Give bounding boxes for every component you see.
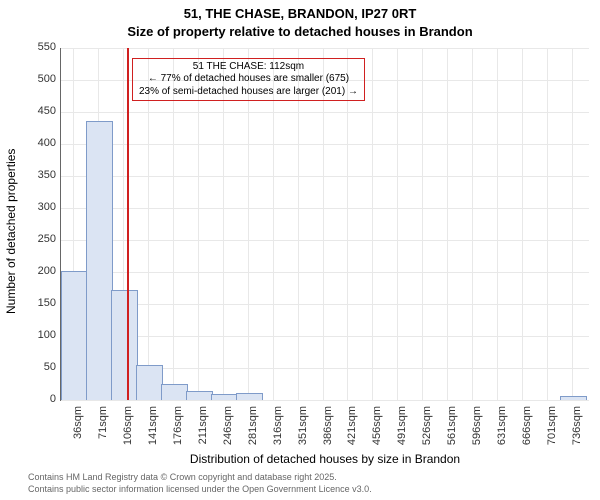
x-tick-label: 316sqm [272,406,284,446]
annotation-line: 51 THE CHASE: 112sqm [139,61,358,74]
grid-line-v [497,48,498,400]
histogram-bar [211,394,238,400]
x-tick-label: 141sqm [147,406,159,446]
y-axis-label: Number of detached properties [4,149,18,314]
y-tick-label: 550 [26,41,56,53]
grid-line-v [397,48,398,400]
chart-title-line2: Size of property relative to detached ho… [0,24,600,39]
grid-line-v [447,48,448,400]
y-tick-label: 500 [26,73,56,85]
x-tick-label: 701sqm [546,406,558,446]
histogram-bar [86,121,113,400]
x-tick-label: 736sqm [571,406,583,446]
y-tick-label: 0 [26,393,56,405]
x-tick-label: 386sqm [322,406,334,446]
histogram-bar [136,365,163,400]
histogram-bar [161,384,188,400]
histogram-bar [61,271,88,400]
chart-title-line1: 51, THE CHASE, BRANDON, IP27 0RT [0,6,600,21]
histogram-bar [236,393,263,400]
x-tick-label: 596sqm [471,406,483,446]
x-tick-label: 491sqm [396,406,408,446]
x-tick-label: 246sqm [222,406,234,446]
grid-line-v [372,48,373,400]
x-tick-label: 211sqm [197,406,209,446]
grid-line-v [572,48,573,400]
grid-line-h [61,336,589,337]
histogram-bar [111,290,138,400]
x-tick-label: 561sqm [446,406,458,446]
histogram-bar [560,396,587,400]
y-tick-label: 200 [26,265,56,277]
annotation-box: 51 THE CHASE: 112sqm← 77% of detached ho… [132,58,365,102]
x-tick-label: 666sqm [521,406,533,446]
grid-line-h [61,144,589,145]
x-tick-label: 456sqm [371,406,383,446]
x-tick-label: 631sqm [496,406,508,446]
y-tick-label: 450 [26,105,56,117]
x-tick-label: 421sqm [346,406,358,446]
chart-container: 51, THE CHASE, BRANDON, IP27 0RT Size of… [0,0,600,500]
x-tick-label: 351sqm [297,406,309,446]
footer-line2: Contains public sector information licen… [28,484,372,494]
footer-line1: Contains HM Land Registry data © Crown c… [28,472,337,482]
grid-line-h [61,240,589,241]
grid-line-h [61,176,589,177]
grid-line-h [61,304,589,305]
annotation-line: ← 77% of detached houses are smaller (67… [139,73,358,86]
grid-line-h [61,272,589,273]
grid-line-v [472,48,473,400]
reference-line [127,48,129,400]
y-tick-label: 150 [26,297,56,309]
y-tick-label: 400 [26,137,56,149]
grid-line-v [422,48,423,400]
y-tick-label: 350 [26,169,56,181]
grid-line-h [61,112,589,113]
annotation-line: 23% of semi-detached houses are larger (… [139,86,358,99]
y-tick-label: 250 [26,233,56,245]
x-axis-label: Distribution of detached houses by size … [60,452,590,466]
x-tick-label: 526sqm [421,406,433,446]
grid-line-h [61,400,589,401]
x-tick-label: 281sqm [247,406,259,446]
y-tick-label: 50 [26,361,56,373]
histogram-bar [186,391,213,400]
y-tick-label: 100 [26,329,56,341]
x-tick-label: 176sqm [172,406,184,446]
y-tick-label: 300 [26,201,56,213]
grid-line-v [547,48,548,400]
grid-line-h [61,208,589,209]
x-tick-label: 106sqm [122,406,134,446]
grid-line-v [522,48,523,400]
x-tick-label: 36sqm [72,406,84,446]
x-tick-label: 71sqm [97,406,109,446]
grid-line-h [61,48,589,49]
